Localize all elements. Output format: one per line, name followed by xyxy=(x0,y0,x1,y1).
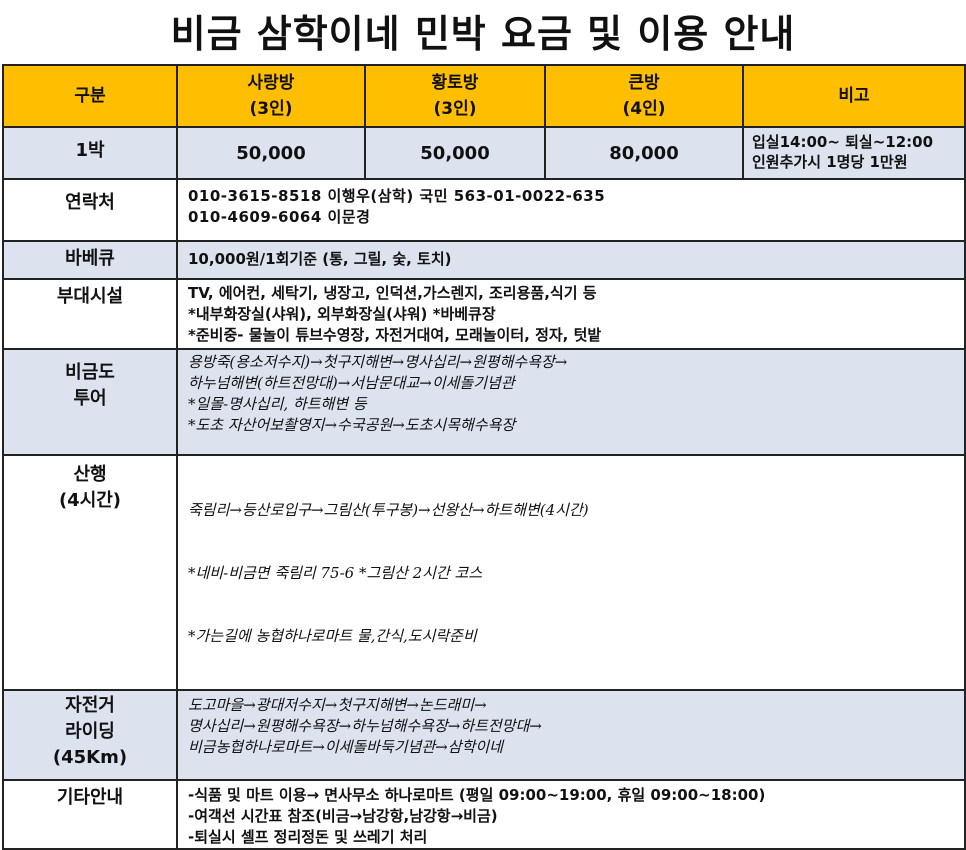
price-row: 1박 50,000 50,000 80,000 입실14:00~ 퇴실~12:0… xyxy=(2,126,966,180)
etc-row: 기타안내 -식품 및 마트 이용→ 면사무소 하나로마트 (평일 09:00~1… xyxy=(2,779,966,850)
page-title: 비금 삼학이네 민박 요금 및 이용 안내 xyxy=(170,12,796,56)
facilities-line: *준비중- 물놀이 튜브수영장, 자전거대여, 모래놀이터, 정자, 텃밭 xyxy=(188,326,602,344)
riding-row: 자전거 라이딩 (45Km) 도고마을→광대저수지→첫구지해변→논드래미→ 명사… xyxy=(2,689,966,781)
price-label: 1박 xyxy=(2,126,178,180)
header-room-name: 큰방 xyxy=(628,73,660,93)
etc-line: -여객선 시간표 참조(비금→남강항,남강항→비금) xyxy=(188,807,498,825)
contact-line: 010-4609-6064 이문경 xyxy=(188,208,371,226)
etc-line: -퇴실시 셀프 정리정돈 및 쓰레기 처리 xyxy=(188,828,428,846)
header-room-name: 사랑방 xyxy=(247,73,295,93)
extra-person-note: 인원추가시 1명당 1만원 xyxy=(752,153,908,171)
checkin-note: 입실14:00~ 퇴실~12:00 xyxy=(752,133,934,151)
tour-label: 비금도 투어 xyxy=(2,348,178,456)
etc-line: -식품 및 마트 이용→ 면사무소 하나로마트 (평일 09:00~19:00,… xyxy=(188,786,766,804)
tour-line: *도초 자산어보촬영지→수국공원→도초시목해수욕장 xyxy=(188,416,516,434)
riding-line: 도고마을→광대저수지→첫구지해변→논드래미→ xyxy=(188,696,487,714)
etc-label: 기타안내 xyxy=(2,779,178,850)
etc-content: -식품 및 마트 이용→ 면사무소 하나로마트 (평일 09:00~19:00,… xyxy=(176,779,966,850)
facilities-line: *내부화장실(샤워), 외부화장실(샤워) *바베큐장 xyxy=(188,305,496,323)
price-notes: 입실14:00~ 퇴실~12:00 인원추가시 1명당 1만원 xyxy=(742,126,966,180)
header-sarangbang: 사랑방 (3인) xyxy=(176,64,366,128)
contact-label: 연락처 xyxy=(2,178,178,242)
contact-line: 010-3615-8518 이행우(삼학) 국민 563-01-0022-635 xyxy=(188,187,606,205)
header-keunbang: 큰방 (4인) xyxy=(544,64,744,128)
header-room-capacity: (3인) xyxy=(433,99,477,119)
riding-line: 명사십리→원평해수욕장→하누넘해수욕장→하트전망대→ xyxy=(188,717,542,735)
bbq-content: 10,000원/1회기준 (통, 그릴, 숯, 토치) xyxy=(176,240,966,280)
tour-row: 비금도 투어 용방죽(용소저수지)→첫구지해변→명사십리→원평해수욕장→ 하누넘… xyxy=(2,348,966,456)
header-hwangtobang: 황토방 (3인) xyxy=(364,64,546,128)
facilities-label: 부대시설 xyxy=(2,278,178,350)
facilities-row: 부대시설 TV, 에어컨, 세탁기, 냉장고, 인덕션,가스렌지, 조리용품,식… xyxy=(2,278,966,350)
price-hwangtobang: 50,000 xyxy=(364,126,546,180)
riding-line: 비금농협하나로마트→이세돌바둑기념관→삼학이네 xyxy=(188,738,503,756)
hiking-content: 죽림리→등산로입구→그림산(투구봉)→선왕산→하트해변(4시간) *네비-비금면… xyxy=(176,454,966,691)
header-remarks: 비고 xyxy=(742,64,966,128)
tour-content: 용방죽(용소저수지)→첫구지해변→명사십리→원평해수욕장→ 하누넘해변(하트전망… xyxy=(176,348,966,456)
tour-line: *일몰-명사십리, 하트해변 등 xyxy=(188,395,367,413)
hiking-line: 죽림리→등산로입구→그림산(투구봉)→선왕산→하트해변(4시간) xyxy=(188,501,589,519)
header-room-name: 황토방 xyxy=(431,73,479,93)
tour-line: 용방죽(용소저수지)→첫구지해변→명사십리→원평해수욕장→ xyxy=(188,353,568,371)
bbq-line: 10,000원/1회기준 (통, 그릴, 숯, 토치) xyxy=(188,250,452,268)
header-category: 구분 xyxy=(2,64,178,128)
bbq-label: 바베큐 xyxy=(2,240,178,280)
tour-line: 하누넘해변(하트전망대)→서남문대교→이세돌기념관 xyxy=(188,374,515,392)
header-row: 구분 사랑방 (3인) 황토방 (3인) 큰방 (4인) 비고 xyxy=(2,64,966,128)
bbq-row: 바베큐 10,000원/1회기준 (통, 그릴, 숯, 토치) xyxy=(2,240,966,280)
hiking-label: 산행 (4시간) xyxy=(2,454,178,691)
riding-content: 도고마을→광대저수지→첫구지해변→논드래미→ 명사십리→원평해수욕장→하누넘해수… xyxy=(176,689,966,781)
facilities-line: TV, 에어컨, 세탁기, 냉장고, 인덕션,가스렌지, 조리용품,식기 등 xyxy=(188,284,597,302)
hiking-row: 산행 (4시간) 죽림리→등산로입구→그림산(투구봉)→선왕산→하트해변(4시간… xyxy=(2,454,966,691)
contact-row: 연락처 010-3615-8518 이행우(삼학) 국민 563-01-0022… xyxy=(2,178,966,242)
hiking-line: *가는길에 농협하나로마트 물,간식,도시락준비 xyxy=(188,627,477,645)
price-sarangbang: 50,000 xyxy=(176,126,366,180)
hiking-line: *네비-비금면 죽림리 75-6 *그림산 2시간 코스 xyxy=(188,564,483,582)
facilities-content: TV, 에어컨, 세탁기, 냉장고, 인덕션,가스렌지, 조리용품,식기 등 *… xyxy=(176,278,966,350)
riding-label: 자전거 라이딩 (45Km) xyxy=(2,689,178,781)
price-keunbang: 80,000 xyxy=(544,126,744,180)
contact-content: 010-3615-8518 이행우(삼학) 국민 563-01-0022-635… xyxy=(176,178,966,242)
info-table: 구분 사랑방 (3인) 황토방 (3인) 큰방 (4인) 비고 1박 50,00… xyxy=(2,64,966,850)
header-room-capacity: (4인) xyxy=(622,99,666,119)
header-room-capacity: (3인) xyxy=(249,99,293,119)
